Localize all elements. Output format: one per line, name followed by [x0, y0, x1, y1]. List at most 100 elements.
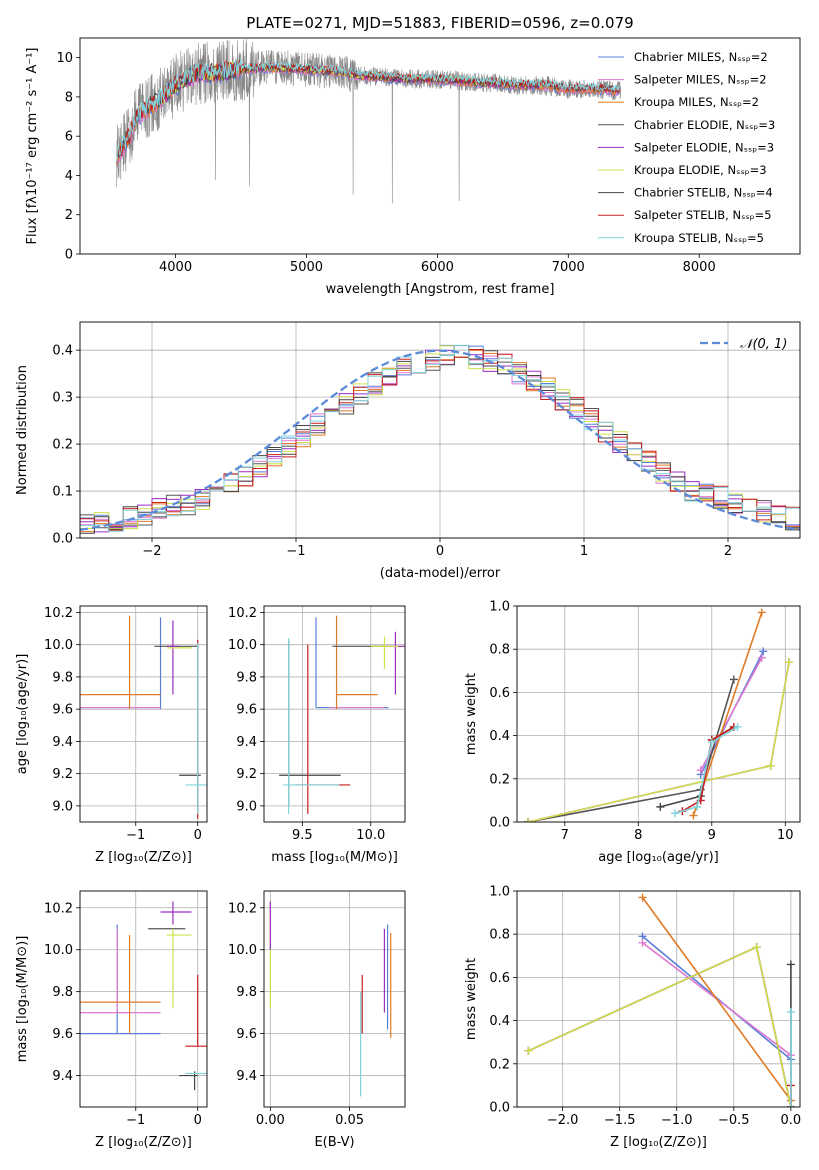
y-tick-label: 0.0: [489, 816, 510, 831]
plot-frame: [79, 890, 208, 1108]
y-tick-label: 0.2: [52, 438, 73, 453]
frame-mass_vs_ebv: 0.00 0.05 9.4 9.6 9.8 10.0 10.2 E(B-V): [228, 890, 406, 1150]
legend-label: Salpeter ELODIE, Nₛₛₚ=3: [634, 140, 774, 154]
y-tick-label: 0.8: [489, 643, 510, 658]
y-tick-label: 9.6: [52, 1027, 73, 1042]
weight-marker-kroupa_stelib: [693, 802, 702, 811]
x-tick-label: 8000: [683, 260, 716, 275]
weight-marker-chabrier_miles: [759, 647, 768, 656]
x-axis-label: E(B-V): [314, 1135, 354, 1150]
errorbar-salpeter_stelib: [185, 974, 207, 1047]
x-axis-label: (data-model)/error: [380, 566, 501, 581]
errorbar-kroupa_elodie: [370, 636, 399, 669]
errorbar-salpeter_stelib: [295, 644, 351, 814]
plot-frame: [79, 37, 801, 255]
y-tick-label: 0.6: [489, 686, 510, 701]
plot-frame: [79, 605, 208, 823]
errorbar-chabrier_miles: [80, 924, 161, 1035]
weight-marker-kroupa_stelib: [671, 809, 680, 818]
plot-frame: [516, 890, 801, 1108]
x-tick-label: 0: [436, 544, 444, 559]
errorbar-salpeter_miles: [80, 928, 161, 1014]
y-axis-label: Flux [fλ10⁻¹⁷ erg cm⁻² s⁻¹ A⁻¹]: [25, 48, 40, 245]
y-tick-label: 10: [56, 51, 73, 66]
spectrum-lines: [116, 38, 621, 204]
x-tick-label: 10.0: [356, 828, 385, 843]
frame-spectrum: 4000 5000 6000 7000 8000 0 2 4 6 8 10 wavelength [A…: [25, 37, 801, 297]
x-tick-label: −1.0: [661, 1113, 693, 1128]
y-tick-label: 0.4: [489, 1014, 510, 1029]
errorbars-mass_vs_ebv: [269, 901, 392, 1097]
errorbar-kroupa_elodie: [166, 928, 192, 1009]
x-tick-label: −1: [126, 1113, 145, 1128]
y-tick-label: 9.4: [52, 735, 73, 750]
x-tick-label: 7000: [552, 260, 585, 275]
histogram-kroupa_stelib: [80, 344, 800, 534]
weight-marker-kroupa_elodie: [784, 658, 793, 667]
y-tick-label: 9.4: [236, 735, 257, 750]
x-axis-label: Z [log₁₀(Z/Z⊙)]: [95, 850, 192, 865]
errorbar-salpeter_elodie: [384, 631, 405, 695]
y-tick-label: 4: [65, 169, 73, 184]
y-tick-label: 9.0: [52, 799, 73, 814]
model-spectrum-kroupa_stelib: [116, 58, 621, 163]
y-tick-label: 10.0: [44, 943, 73, 958]
y-axis-label: Normed distribution: [15, 365, 30, 495]
y-tick-label: 0.8: [489, 928, 510, 943]
x-tick-label: 0.05: [335, 1113, 364, 1128]
axes-age_vs_Z: [80, 606, 207, 822]
frame-mass_vs_Z: −1 0 9.4 9.6 9.8 10.0 10.2 Z [log₁₀(Z/Z⊙)] mass …: [15, 890, 208, 1150]
y-tick-label: 8: [65, 90, 73, 105]
y-tick-label: 9.4: [52, 1069, 73, 1084]
errorbar-salpeter_elodie: [160, 901, 192, 925]
errorbar-kroupa_miles: [335, 615, 378, 710]
legend-label: 𝒩(0, 1): [740, 337, 787, 352]
y-tick-label: 1.0: [489, 885, 510, 900]
weight-line-kroupa_miles: [641, 897, 792, 1101]
y-tick-label: 9.0: [236, 799, 257, 814]
y-tick-label: 9.6: [52, 703, 73, 718]
legend-label: Kroupa ELODIE, Nₛₛₚ=3: [634, 163, 767, 177]
axes-weight_vs_Z: [517, 890, 800, 1108]
frame-residuals: −2 −1 0 1 2 0.0 0.1 0.2 0.3 0.4 (data-model)/error…: [15, 321, 801, 581]
legend-label: Salpeter MILES, Nₛₛₚ=2: [634, 73, 767, 87]
weight-marker-kroupa_stelib: [786, 1007, 795, 1016]
y-axis-label: mass weight: [464, 958, 479, 1040]
y-tick-label: 9.8: [236, 985, 257, 1000]
errorbar-kroupa_miles: [80, 935, 161, 1034]
x-tick-label: 0.00: [256, 1113, 285, 1128]
y-tick-label: 2: [65, 208, 73, 223]
weight-marker-kroupa_elodie: [524, 1046, 533, 1055]
x-axis-label: wavelength [Angstrom, rest frame]: [326, 282, 555, 297]
x-tick-label: −1: [286, 544, 305, 559]
plot-frame: [263, 890, 406, 1108]
legend-label: Kroupa MILES, Nₛₛₚ=2: [634, 95, 759, 109]
y-tick-label: 9.8: [52, 670, 73, 685]
y-tick-label: 9.6: [236, 703, 257, 718]
weight-marker-kroupa_miles: [689, 811, 698, 820]
y-tick-label: 0.2: [489, 772, 510, 787]
y-tick-label: 10.0: [228, 638, 257, 653]
x-tick-label: 2: [724, 544, 732, 559]
weight-line-salpeter_stelib: [681, 726, 735, 812]
spectrum-legend: Chabrier MILES, Nₛₛₚ=2 Salpeter MILES, Nₛ…: [598, 50, 775, 245]
errorbar-chabrier_miles: [315, 617, 389, 709]
y-tick-label: 0.4: [52, 344, 73, 359]
y-tick-label: 0.4: [489, 729, 510, 744]
weight-marker-salpeter_miles: [696, 766, 705, 775]
legend-label: Chabrier MILES, Nₛₛₚ=2: [634, 50, 768, 64]
x-axis-label: Z [log₁₀(Z/Z⊙)]: [95, 1135, 192, 1150]
x-tick-label: −2: [142, 544, 161, 559]
y-tick-label: 0.6: [489, 971, 510, 986]
y-tick-label: 10.2: [44, 901, 73, 916]
x-tick-label: −1.5: [604, 1113, 636, 1128]
errorbar-chabrier_stelib: [179, 1071, 198, 1091]
errorbars-age_vs_Z: [80, 615, 207, 819]
y-tick-label: 0: [65, 248, 73, 263]
weight-line-kroupa_stelib: [674, 726, 738, 815]
y-axis-label: age [log₁₀(age/yr)]: [15, 654, 30, 775]
x-tick-label: −1: [126, 828, 145, 843]
y-axis-label: mass [log₁₀(M/M⊙)]: [15, 936, 30, 1063]
weight-marker-kroupa_elodie: [524, 818, 533, 822]
y-tick-label: 9.4: [236, 1069, 257, 1084]
